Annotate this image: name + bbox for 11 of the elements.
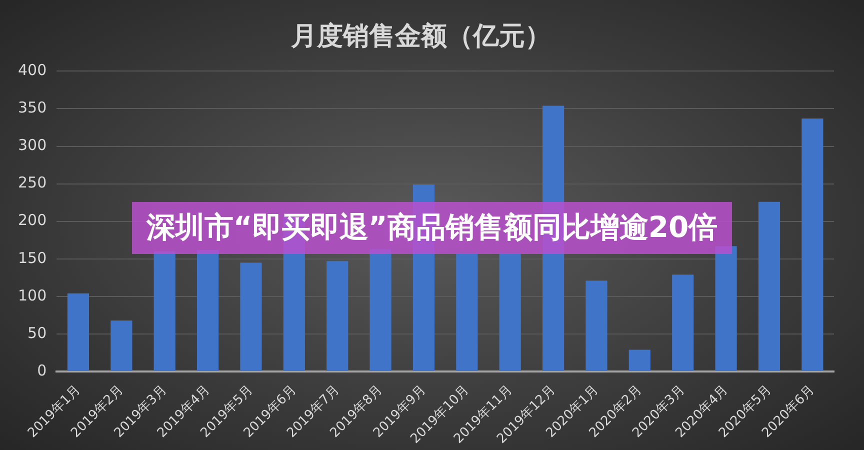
y-tick-label: 100: [18, 286, 47, 304]
y-tick-label: 0: [37, 361, 47, 380]
annotation: 深圳市“即买即退”商品销售额同比增逾20倍: [132, 202, 732, 254]
y-tick-label: 50: [28, 324, 47, 342]
y-tick-label: 250: [18, 174, 47, 192]
y-tick-label: 300: [18, 136, 47, 154]
y-tick-label: 200: [18, 211, 47, 230]
chart-title: 月度销售金额（亿元）: [290, 21, 551, 52]
y-tick-label: 150: [18, 248, 47, 267]
y-tick-label: 400: [18, 61, 47, 80]
y-tick-label: 350: [18, 98, 47, 117]
